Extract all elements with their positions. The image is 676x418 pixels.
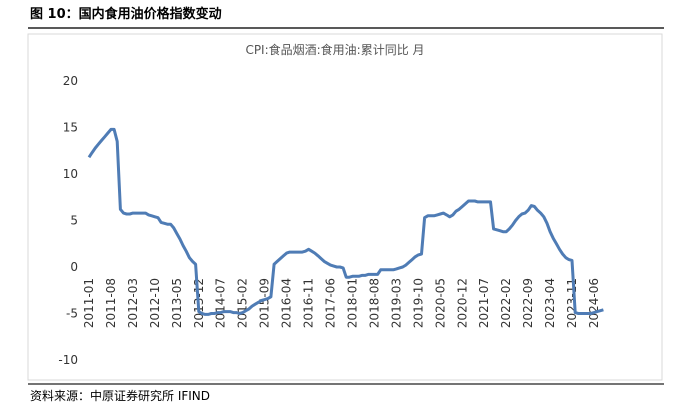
plot: -10 -5 0 5 10 15 20 2011-01 2011-08 2012-03 2012-1… [58, 74, 604, 367]
x-tick-label: 2019-10 [411, 278, 425, 328]
y-tick-label: -10 [58, 353, 78, 367]
x-tick-label: 2015-02 [236, 278, 250, 328]
x-tick-label: 2016-11 [302, 278, 316, 328]
x-tick-label: 2020-12 [455, 278, 469, 328]
chart-frame [27, 33, 663, 381]
y-tick-label: 5 [70, 214, 78, 228]
x-tick-label: 2023-11 [565, 278, 579, 328]
x-tick-label: 2011-01 [82, 278, 96, 328]
chart-title: CPI:食品烟酒:食用油:累计同比 月 [245, 42, 424, 57]
x-tick-label: 2012-10 [148, 278, 162, 328]
figure-title: 图 10：国内食用油价格指数变动 [30, 6, 222, 22]
x-tick-label: 2012-03 [126, 278, 140, 328]
x-tick-label: 2018-08 [367, 278, 381, 328]
y-tick-label: 20 [63, 74, 78, 88]
x-tick-label: 2022-09 [521, 278, 535, 328]
data-line [87, 127, 604, 316]
x-tick-label: 2022-02 [499, 278, 513, 328]
source: 资料来源：中原证券研究所 IFIND [30, 388, 210, 403]
x-tick-label: 2013-05 [170, 278, 184, 328]
y-tick-label: 0 [70, 260, 78, 274]
x-tick-label: 2014-07 [214, 278, 228, 328]
x-tick-label: 2015-09 [258, 278, 272, 328]
x-tick-label: 2021-07 [477, 278, 491, 328]
y-tick-label: -5 [66, 307, 78, 321]
y-tick-label: 10 [63, 167, 78, 181]
x-tick-label: 2020-05 [433, 278, 447, 328]
x-tick-label: 2016-04 [280, 278, 294, 328]
x-tick-label: 2011-08 [104, 278, 118, 328]
x-tick-label: 2019-03 [389, 278, 403, 328]
y-tick-label: 15 [63, 121, 78, 135]
x-tick-label: 2018-01 [345, 278, 359, 328]
x-tick-label: 2023-04 [543, 278, 557, 328]
x-tick-label: 2024-06 [587, 278, 601, 328]
x-tick-label: 2017-06 [324, 278, 338, 328]
